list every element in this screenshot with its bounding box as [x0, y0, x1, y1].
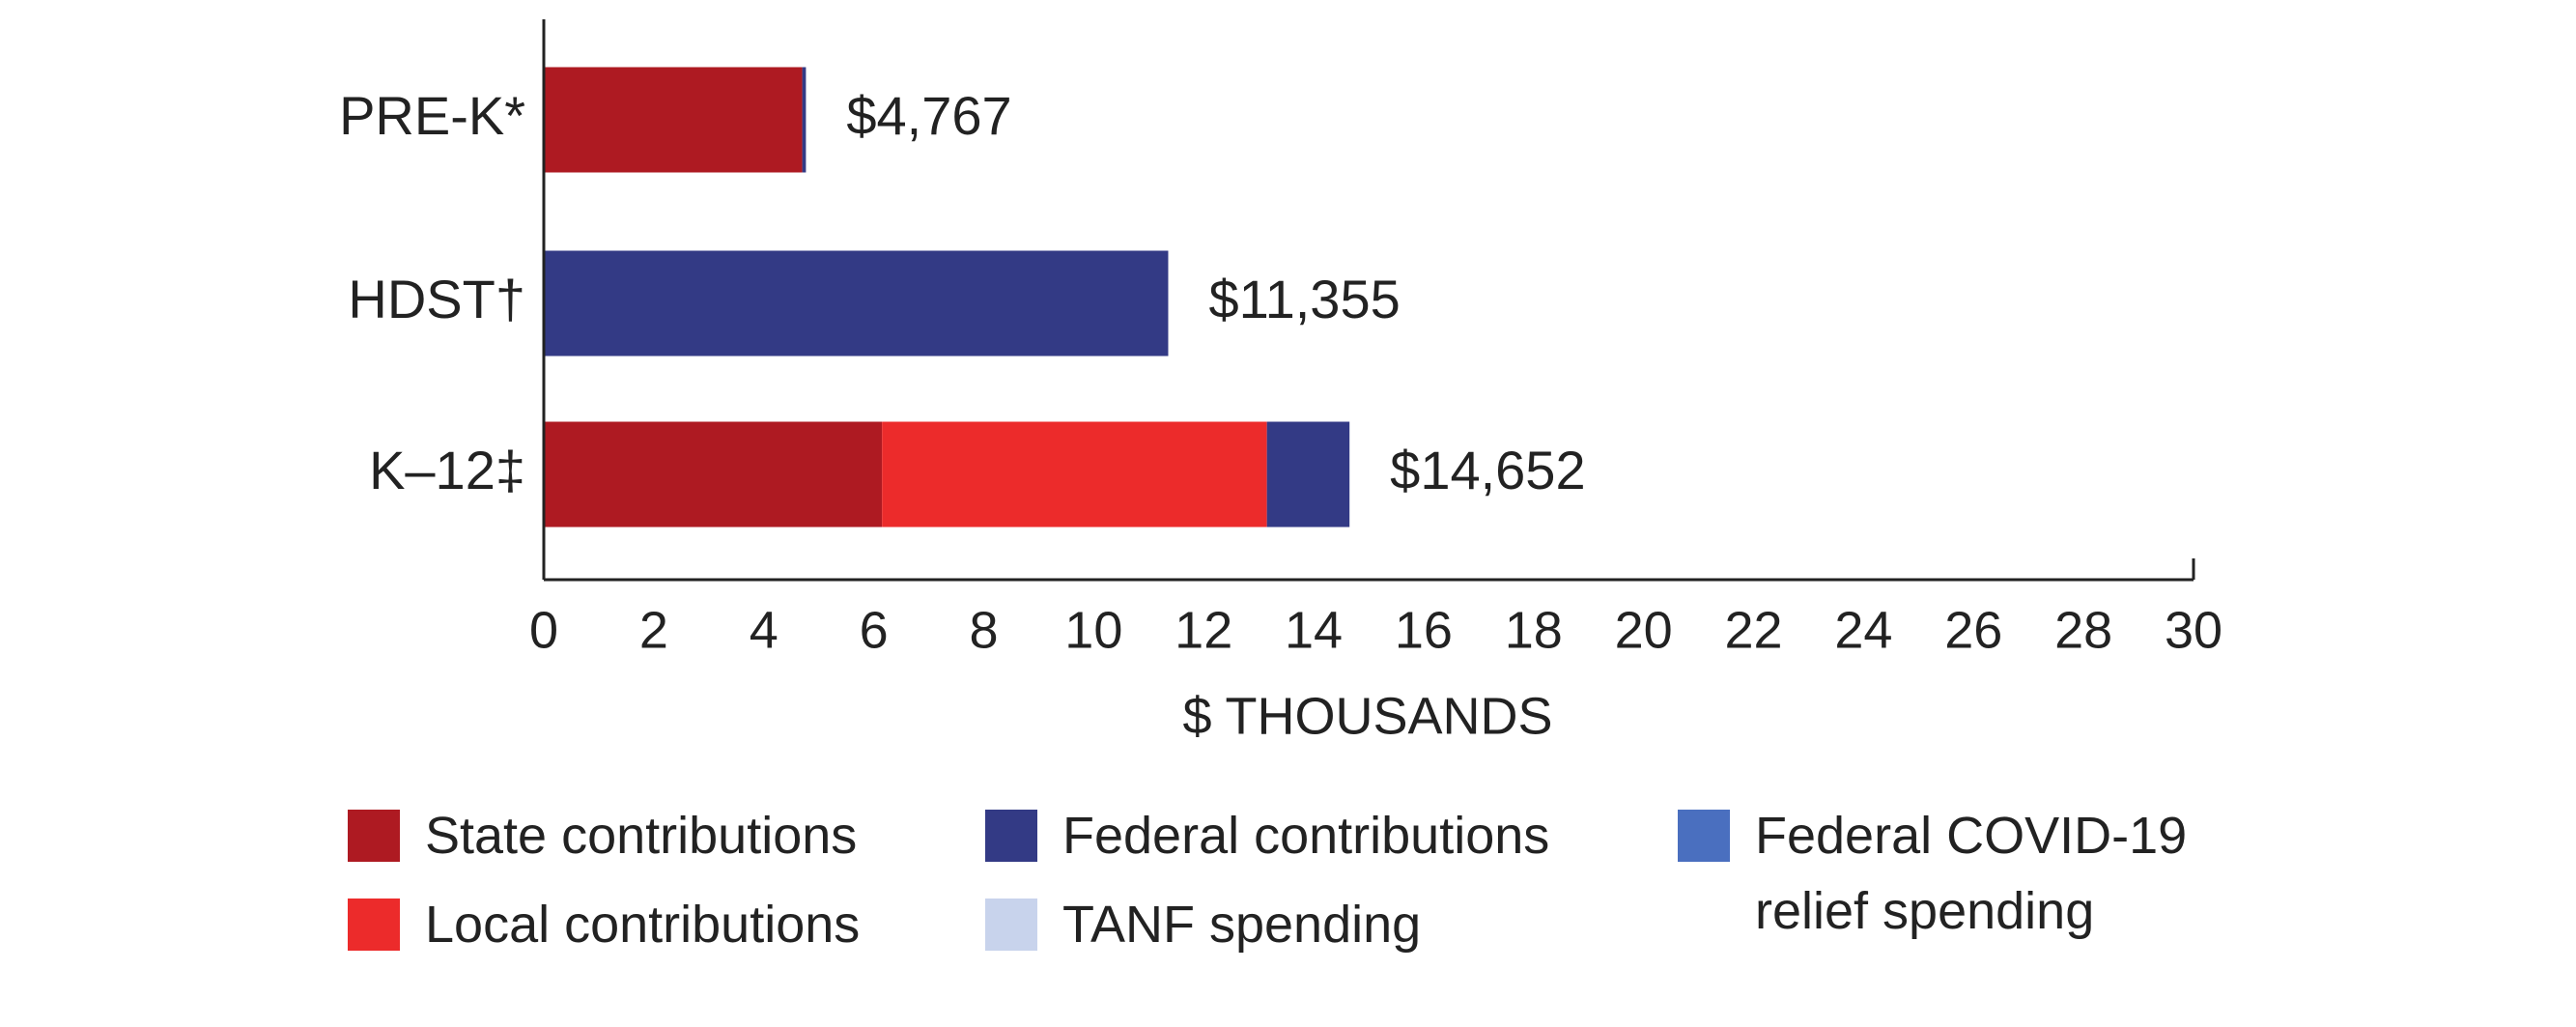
- x-tick-label: 0: [529, 601, 558, 659]
- y-tick-label: K–12‡: [369, 440, 525, 500]
- total-label: $4,767: [846, 85, 1011, 146]
- bar-segment: [544, 67, 803, 173]
- x-tick-label: 4: [750, 601, 778, 659]
- x-tick-label: 22: [1724, 601, 1782, 659]
- x-tick-label: 10: [1064, 601, 1122, 659]
- x-tick-label: 2: [639, 601, 668, 659]
- x-tick-label: 18: [1505, 601, 1563, 659]
- x-tick-label: 16: [1395, 601, 1453, 659]
- bar-segment: [1266, 421, 1350, 528]
- x-tick-label: 14: [1285, 601, 1343, 659]
- x-tick-label: 28: [2054, 601, 2112, 659]
- x-tick-label: 8: [969, 601, 998, 659]
- y-tick-label: PRE-K*: [339, 85, 525, 146]
- x-tick-label: 26: [1944, 601, 2002, 659]
- bar-segment: [544, 421, 883, 528]
- x-tick-label: 6: [860, 601, 889, 659]
- x-axis-title: $ THOUSANDS: [1182, 687, 1552, 745]
- y-tick-label: HDST†: [348, 269, 525, 329]
- bar-segment: [802, 67, 807, 173]
- x-tick-label: 30: [2165, 601, 2222, 659]
- x-tick-label: 24: [1834, 601, 1892, 659]
- bar-segment: [544, 250, 1169, 357]
- x-tick-label: 12: [1175, 601, 1232, 659]
- total-label: $14,652: [1390, 440, 1585, 500]
- total-label: $11,355: [1208, 269, 1400, 329]
- bar-segment: [882, 421, 1267, 528]
- x-tick-label: 20: [1615, 601, 1673, 659]
